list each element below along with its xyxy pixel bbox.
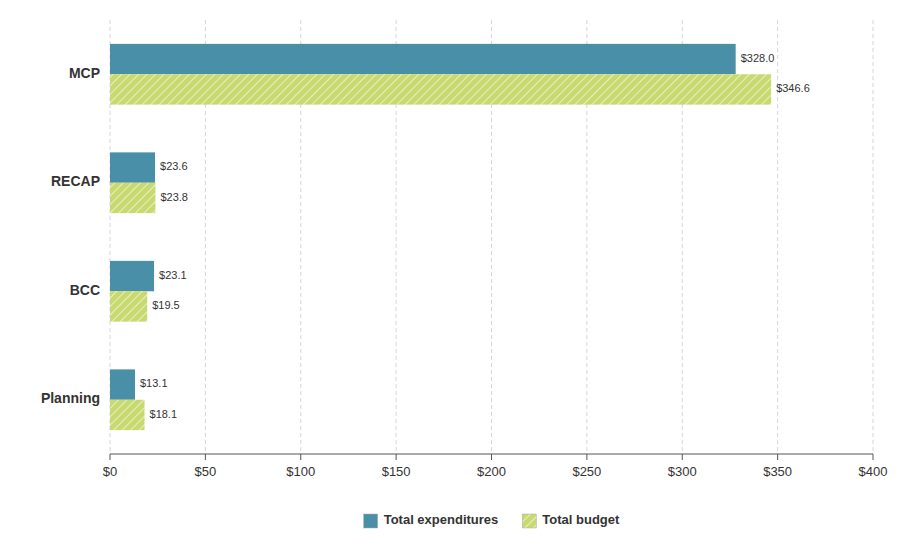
- tick-label: $50: [195, 464, 217, 479]
- data-label: $328.0: [741, 52, 775, 64]
- data-label: $346.6: [776, 82, 810, 94]
- axis-line: [110, 454, 873, 455]
- legend-swatch: [522, 514, 536, 528]
- grid-line: [873, 20, 874, 454]
- legend-item: Total budget: [522, 512, 620, 528]
- category-label: BCC: [70, 282, 100, 298]
- bar: [110, 400, 145, 430]
- tick-mark: [873, 454, 874, 460]
- bar: [110, 291, 147, 321]
- x-axis: $0 $50 $100 $150 $200 $250 $300 $350 $400: [103, 454, 888, 479]
- tick-label: $400: [859, 464, 888, 479]
- tick-mark: [300, 454, 301, 460]
- legend-item: Total expenditures: [364, 512, 499, 528]
- grid: [110, 20, 873, 454]
- bars: [110, 44, 771, 430]
- tick-label: $100: [286, 464, 315, 479]
- tick-mark: [205, 454, 206, 460]
- tick-label: $150: [382, 464, 411, 479]
- data-label: $23.1: [159, 269, 187, 281]
- legend-label: Total budget: [542, 512, 620, 527]
- tick-label: $350: [763, 464, 792, 479]
- tick-mark: [110, 454, 111, 460]
- data-label: $13.1: [140, 377, 168, 389]
- bar: [110, 74, 771, 104]
- data-label: $23.8: [160, 191, 188, 203]
- tick-mark: [777, 454, 778, 460]
- tick-mark: [586, 454, 587, 460]
- chart-container: $0 $50 $100 $150 $200 $250 $300 $350 $400 MCP RECA…: [0, 0, 913, 549]
- bar: [110, 152, 155, 182]
- category-label: MCP: [69, 65, 100, 81]
- y-axis: MCP RECAP BCC Planning: [41, 65, 100, 407]
- tick-label: $0: [103, 464, 117, 479]
- legend-label: Total expenditures: [384, 512, 499, 527]
- data-label: $19.5: [152, 299, 180, 311]
- tick-mark: [682, 454, 683, 460]
- data-label: $18.1: [150, 408, 178, 420]
- data-labels: $328.0 $23.6 $23.1 $13.1 $346.6 $23.8 $19.5 $18…: [140, 52, 810, 420]
- tick-label: $250: [572, 464, 601, 479]
- category-label: RECAP: [51, 173, 100, 189]
- category-label: Planning: [41, 390, 100, 406]
- bar: [110, 44, 736, 74]
- tick-mark: [396, 454, 397, 460]
- legend: Total expenditures Total budget: [364, 512, 620, 528]
- bar: [110, 261, 154, 291]
- tick-label: $200: [477, 464, 506, 479]
- legend-swatch: [364, 514, 378, 528]
- tick-mark: [491, 454, 492, 460]
- data-label: $23.6: [160, 160, 188, 172]
- chart-svg: $0 $50 $100 $150 $200 $250 $300 $350 $400 MCP RECA…: [0, 0, 913, 549]
- bar: [110, 369, 135, 399]
- tick-label: $300: [668, 464, 697, 479]
- bar: [110, 183, 155, 213]
